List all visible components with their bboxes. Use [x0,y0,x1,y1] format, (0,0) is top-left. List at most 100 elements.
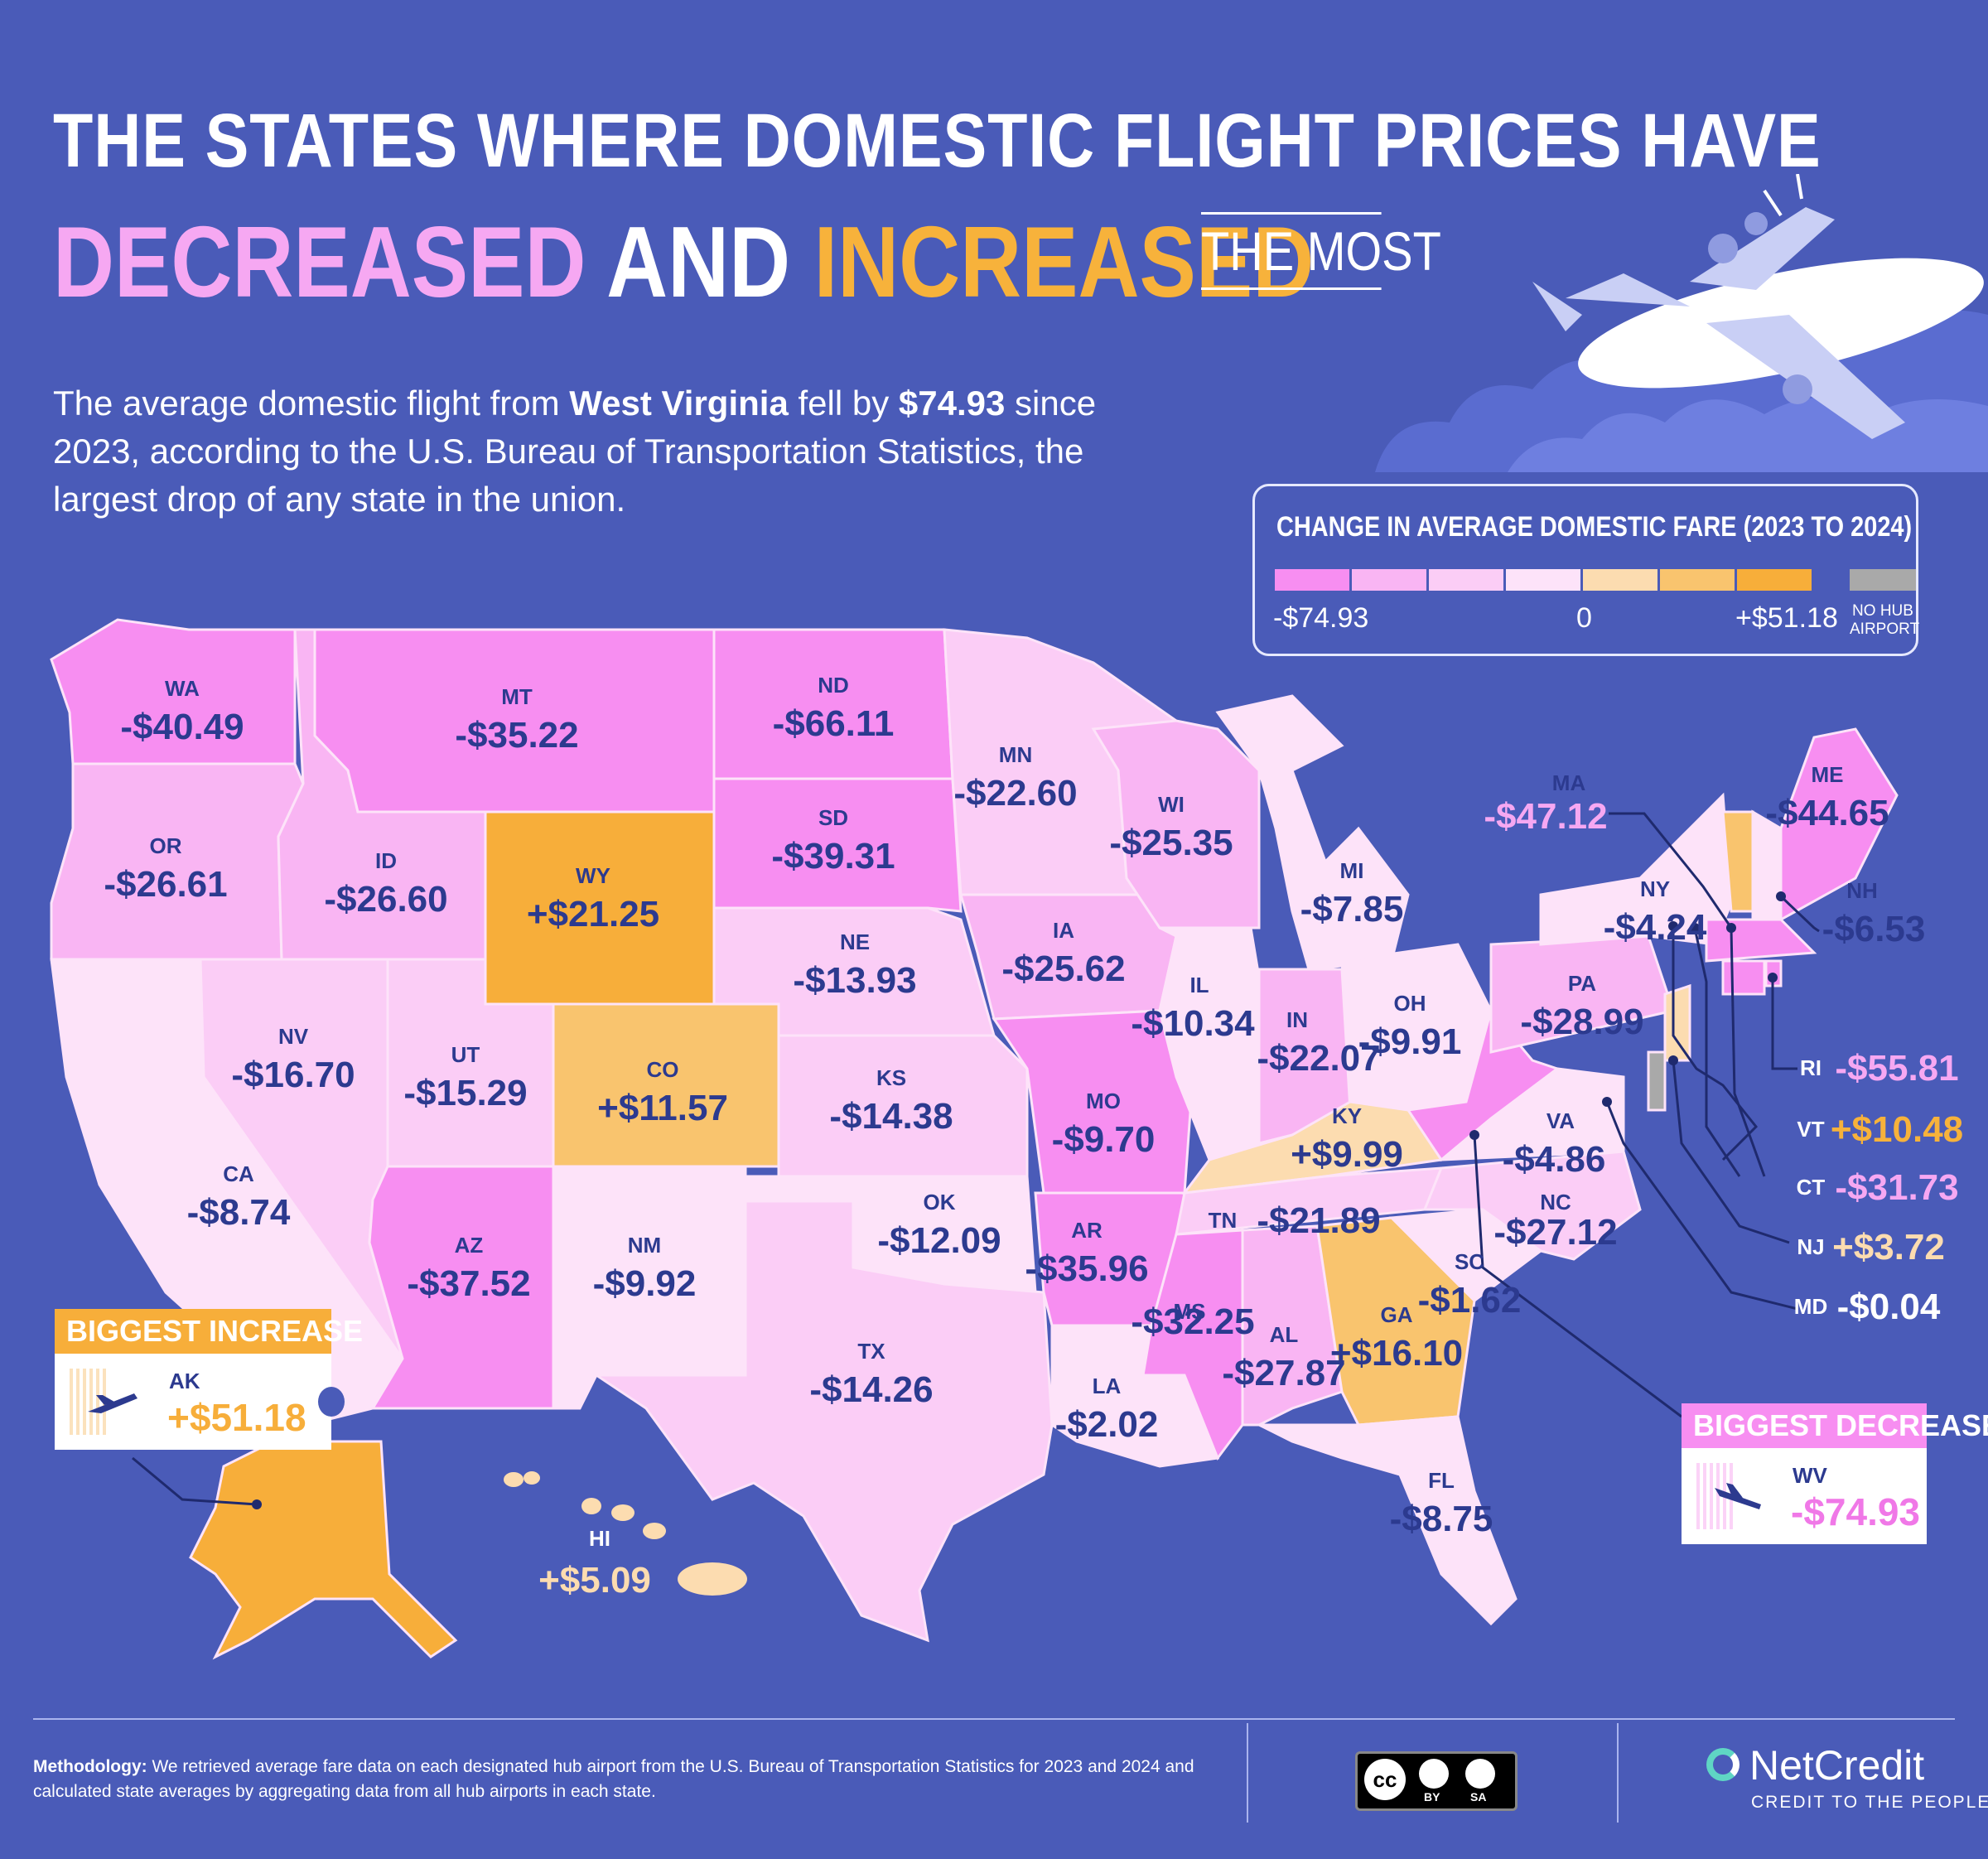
callout-decrease-body: WV -$74.93 [1682,1448,1927,1544]
state-shape-co [552,1002,780,1168]
methodology-text: We retrieved average fare data on each d… [33,1757,1194,1801]
label-ia-abbr: IA [1053,918,1074,943]
ticket-barcode [70,1369,106,1435]
callout-decrease-value: -$74.93 [1791,1490,1921,1533]
label-or-value: -$26.61 [104,864,227,905]
callout-decrease-heading: BIGGEST DECREASE [1682,1403,1988,1448]
label-ut-value: -$15.29 [403,1073,527,1113]
label-ct-abbr: CT [1797,1175,1826,1200]
label-id-abbr: ID [375,848,397,873]
label-ma-abbr: MA [1552,770,1586,795]
leader-lines [132,812,1820,1506]
label-sc-abbr: SC [1455,1249,1484,1274]
callout-increase-body: AK +$51.18 [55,1354,345,1450]
callout-increase-value: +$51.18 [167,1396,306,1439]
label-ne-value: -$13.93 [793,960,916,1001]
callout-biggest-increase: BIGGEST INCREASE AK +$51.18 [55,1309,363,1450]
callout-increase-abbr: AK [169,1369,200,1393]
sa-icon [1465,1759,1495,1789]
state-shape-ak [189,1440,458,1660]
label-nh-value: -$6.53 [1822,909,1926,949]
label-az-abbr: AZ [455,1233,484,1258]
cc-icon: cc [1364,1759,1406,1800]
label-ri-value: -$55.81 [1835,1048,1958,1089]
title-line-1: THE STATES WHERE DOMESTIC FLIGHT PRICES … [53,99,1822,183]
label-ok-abbr: OK [924,1190,956,1214]
airplane-takeoff-icon [88,1393,138,1413]
label-va-value: -$4.86 [1503,1139,1606,1180]
label-ia-value: -$25.62 [1001,949,1125,989]
state-shape-or [50,762,305,961]
title-increased: INCREASED [813,205,1315,318]
label-fl-abbr: FL [1428,1468,1455,1493]
state-shape-tx [592,1200,1054,1643]
label-oh-abbr: OH [1394,991,1426,1016]
footer-separator-2 [1617,1723,1619,1823]
label-ky-abbr: KY [1332,1103,1362,1128]
label-mo-value: -$9.70 [1052,1119,1156,1160]
intro-amount: $74.93 [898,384,1006,422]
legend-max-label: +$51.18 [1735,602,1838,634]
label-ca-value: -$8.74 [187,1192,291,1233]
label-al-abbr: AL [1270,1322,1299,1347]
intro-state: West Virginia [569,384,789,422]
label-id-value: -$26.60 [324,879,447,920]
label-wi-abbr: WI [1158,792,1185,817]
state-shape-wv [1406,1007,1561,1162]
state-shape-ma [1705,918,1817,963]
label-sc-value: -$1.62 [1418,1280,1522,1321]
label-vt-value: +$10.48 [1831,1109,1963,1150]
state-shape-nc [1422,1150,1642,1261]
label-mt-abbr: MT [501,684,533,709]
label-mn-abbr: MN [999,742,1032,767]
label-nh-abbr: NH [1846,878,1878,903]
legend-swatch-3 [1429,569,1503,591]
label-md-value: -$0.04 [1837,1287,1941,1327]
label-mo-abbr: MO [1086,1089,1121,1113]
label-wa-value: -$40.49 [120,707,244,747]
label-me-value: -$44.65 [1765,793,1889,833]
state-shape-nj [1663,983,1691,1062]
legend-no-hub-label: NO HUB AIRPORT [1850,602,1919,639]
label-ms-value: -$32.25 [1131,1301,1254,1342]
label-la-value: -$2.02 [1055,1404,1159,1445]
leader-dots [252,891,1786,1509]
legend-title: CHANGE IN AVERAGE DOMESTIC FARE (2023 TO… [1276,511,1913,543]
label-or-abbr: OR [150,833,182,858]
label-ct-value: -$31.73 [1835,1167,1958,1208]
label-al-value: -$27.87 [1222,1353,1345,1393]
airplane-landing-icon [1715,1483,1761,1509]
leader-line-md [1605,1101,1798,1311]
label-ri-abbr: RI [1800,1055,1822,1080]
label-ok-value: -$12.09 [877,1220,1001,1261]
label-az-value: -$37.52 [407,1263,530,1304]
callout-biggest-decrease: BIGGEST DECREASE WV -$74.93 [1682,1403,1988,1544]
label-pa-value: -$28.99 [1520,1002,1643,1042]
label-mn-value: -$22.60 [953,773,1077,814]
label-ms-abbr: MS [1174,1299,1206,1324]
label-me-abbr: ME [1812,762,1844,787]
leader-line-vt [1693,927,1741,1177]
methodology-label: Methodology: [33,1757,147,1776]
legend-zero-label: 0 [1576,602,1592,634]
label-mi-value: -$7.85 [1300,889,1404,930]
cc-license-badge[interactable]: cc BY SA [1355,1751,1518,1811]
intro-part-2: fell by [788,384,899,422]
label-ny-value: -$4.24 [1604,907,1707,948]
label-md-abbr: MD [1794,1294,1827,1319]
callout-increase-heading: BIGGEST INCREASE [55,1309,363,1354]
legend-no-hub-line-1: NO HUB [1852,602,1913,620]
title-decreased: DECREASED [53,205,586,318]
footer-separator-1 [1247,1723,1248,1823]
label-nc-abbr: NC [1540,1190,1571,1214]
label-tn-abbr: TN [1209,1208,1238,1233]
state-shapes [50,618,1899,1660]
label-ga-abbr: GA [1381,1302,1413,1327]
label-ar-value: -$35.96 [1025,1248,1148,1289]
state-shape-wi [1091,719,1261,930]
legend-swatch-4 [1506,569,1580,591]
label-ma-value: -$47.12 [1484,796,1607,837]
netcredit-logo-icon [1706,1748,1740,1781]
ticket-notch [318,1387,345,1417]
